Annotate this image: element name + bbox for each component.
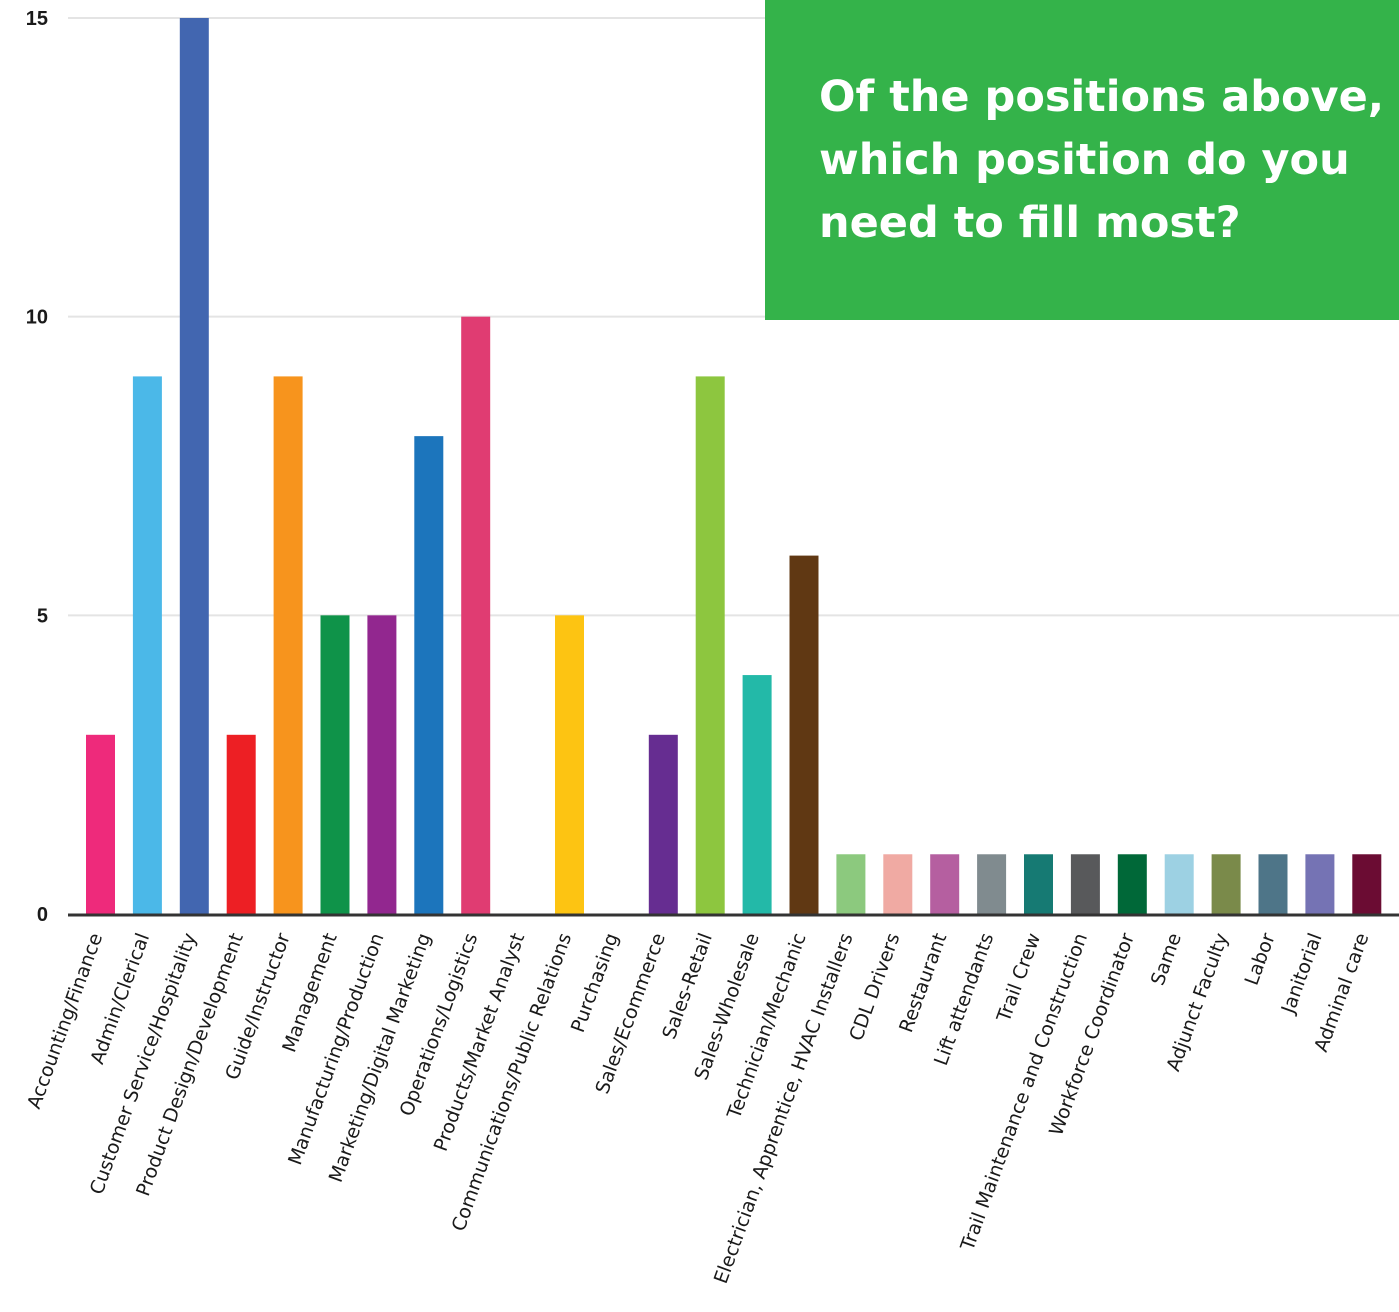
bar bbox=[367, 615, 397, 914]
bar bbox=[1258, 854, 1288, 914]
bar bbox=[930, 854, 960, 914]
bar bbox=[132, 376, 162, 914]
y-axis-ticks: 0 5 10 15 bbox=[26, 8, 48, 926]
bar bbox=[555, 615, 584, 914]
bar bbox=[461, 316, 491, 915]
y-tick-label: 5 bbox=[37, 605, 48, 627]
bar bbox=[86, 734, 115, 914]
y-tick-label: 10 bbox=[26, 307, 48, 329]
chart-title: Of the positions above, which position d… bbox=[819, 72, 1385, 248]
bar bbox=[1024, 854, 1053, 914]
bar bbox=[273, 376, 303, 914]
bar bbox=[836, 854, 866, 914]
bars bbox=[86, 18, 1382, 915]
bar bbox=[1117, 854, 1147, 914]
bar bbox=[742, 675, 772, 914]
bar bbox=[695, 376, 725, 914]
x-tick-label: Accounting/Finance bbox=[23, 930, 107, 1112]
chart-title-box: Of the positions above, which position d… bbox=[765, 0, 1399, 320]
bar bbox=[648, 734, 678, 914]
bar bbox=[789, 555, 819, 914]
x-tick-label: Janitorial bbox=[1277, 930, 1327, 1017]
x-axis-ticks: Accounting/FinanceAdmin/ClericalCustomer… bbox=[23, 930, 1373, 1287]
bar bbox=[1211, 854, 1241, 914]
x-tick-label: Trail Crew bbox=[992, 930, 1045, 1026]
bar bbox=[1352, 854, 1382, 914]
x-tick-label: Labor bbox=[1241, 930, 1280, 988]
bar bbox=[883, 854, 913, 914]
bar bbox=[1305, 854, 1335, 914]
bar bbox=[320, 615, 350, 914]
x-tick-label: Purchasing bbox=[567, 930, 623, 1035]
y-tick-label: 0 bbox=[37, 904, 48, 926]
x-tick-label: Restaurant bbox=[895, 930, 951, 1035]
bar bbox=[179, 18, 209, 914]
bar bbox=[977, 854, 1007, 914]
bar bbox=[1070, 854, 1100, 914]
x-tick-label: Same bbox=[1147, 930, 1186, 988]
bar bbox=[226, 734, 256, 914]
y-tick-label: 15 bbox=[26, 8, 48, 30]
bar bbox=[1164, 854, 1194, 914]
bar bbox=[414, 436, 444, 914]
